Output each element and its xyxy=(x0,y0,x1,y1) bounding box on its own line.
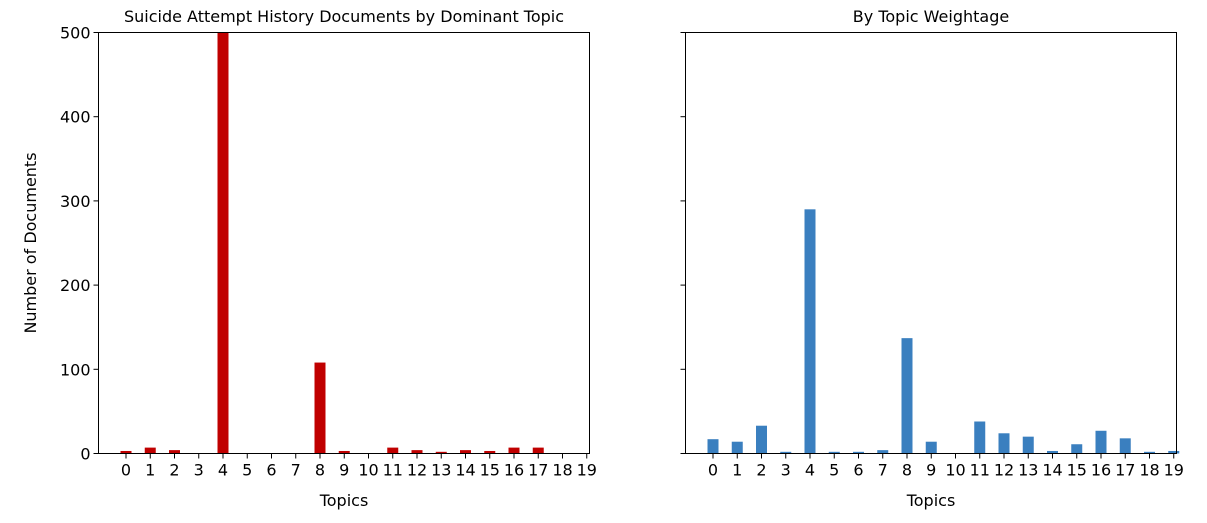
bar-topic-1 xyxy=(144,447,156,454)
x-tick-label: 11 xyxy=(970,461,990,480)
y-axis-label: Number of Documents xyxy=(21,152,40,333)
x-tick-label: 5 xyxy=(829,461,839,480)
y-tick-label: 200 xyxy=(60,276,91,295)
x-tick-label: 15 xyxy=(1067,461,1087,480)
bar-topic-15 xyxy=(1071,444,1083,454)
x-tick-label: 0 xyxy=(708,461,718,480)
chart-panel-topic-weightage: By Topic Weightage Topics 0 1 2 3 4 5 6 7 8 9 10 11… xyxy=(680,7,1184,510)
bar-topic-12 xyxy=(998,433,1010,454)
bar-topic-3 xyxy=(780,451,792,454)
x-tick-label: 7 xyxy=(878,461,888,480)
x-tick-label: 11 xyxy=(383,461,403,480)
y-tick-label: 500 xyxy=(60,24,91,43)
bar-topic-1 xyxy=(731,441,743,454)
bar-topic-11 xyxy=(974,421,986,454)
chart-panel-topic-documents: Suicide Attempt History Documents by Dom… xyxy=(21,7,597,510)
x-tick-label: 10 xyxy=(358,461,378,480)
x-tick-label: 15 xyxy=(480,461,500,480)
x-tick-label: 3 xyxy=(194,461,204,480)
bar-topic-19 xyxy=(1168,450,1180,454)
plot-frame xyxy=(98,32,590,454)
x-tick-label: 3 xyxy=(781,461,791,480)
x-tick-label: 8 xyxy=(902,461,912,480)
x-tick-label: 8 xyxy=(315,461,325,480)
x-tick-label: 7 xyxy=(291,461,301,480)
x-tick-label: 4 xyxy=(805,461,815,480)
bar-topic-16 xyxy=(1095,430,1107,454)
x-tick-label: 9 xyxy=(926,461,936,480)
x-tick-label: 18 xyxy=(1139,461,1159,480)
x-tick-label: 0 xyxy=(121,461,131,480)
x-tick-label: 17 xyxy=(528,461,548,480)
x-tick-label: 19 xyxy=(1164,461,1184,480)
bar-topic-6 xyxy=(853,451,864,454)
bar-topic-16 xyxy=(508,447,520,454)
x-tick-label: 16 xyxy=(504,461,524,480)
bar-topic-12 xyxy=(411,450,423,454)
y-tick-label: 400 xyxy=(60,108,91,127)
bar-topic-9 xyxy=(925,441,937,454)
bar-topic-15 xyxy=(484,450,496,454)
plot-frame xyxy=(685,32,1177,454)
x-tick-label: 2 xyxy=(169,461,179,480)
x-tick-label: 1 xyxy=(145,461,155,480)
x-tick-label: 13 xyxy=(1018,461,1038,480)
bar-topic-11 xyxy=(387,447,399,454)
x-tick-label: 19 xyxy=(577,461,597,480)
bar-topic-13 xyxy=(435,451,447,454)
x-axis-label: Topics xyxy=(906,491,956,510)
x-tick-label: 16 xyxy=(1091,461,1111,480)
bar-topic-7 xyxy=(877,450,889,454)
x-tick-label: 2 xyxy=(756,461,766,480)
x-tick-label: 6 xyxy=(266,461,276,480)
bar-topic-5 xyxy=(828,451,840,454)
bar-group xyxy=(707,209,1180,454)
tick-group: 0 1 2 3 4 5 6 7 8 9 10 11 12 13 14 15 16 17 18 190100200300… xyxy=(60,24,597,480)
tick-group: 0 1 2 3 4 5 6 7 8 9 10 11 12 13 14 15 16 17 18 19 xyxy=(680,32,1184,480)
bar-topic-17 xyxy=(532,447,544,454)
x-tick-label: 17 xyxy=(1115,461,1135,480)
bar-topic-14 xyxy=(460,450,471,454)
x-tick-label: 12 xyxy=(407,461,427,480)
x-tick-label: 12 xyxy=(994,461,1014,480)
x-tick-label: 10 xyxy=(945,461,965,480)
bar-topic-14 xyxy=(1047,450,1058,454)
bar-topic-2 xyxy=(169,450,180,454)
bar-topic-4 xyxy=(804,209,816,454)
x-tick-label: 4 xyxy=(218,461,228,480)
bar-topic-9 xyxy=(338,450,350,454)
x-tick-label: 14 xyxy=(1042,461,1062,480)
bar-topic-2 xyxy=(756,425,767,454)
x-tick-label: 18 xyxy=(552,461,572,480)
bar-topic-8 xyxy=(314,362,326,454)
bar-topic-0 xyxy=(707,439,719,454)
x-tick-label: 6 xyxy=(853,461,863,480)
bar-topic-4 xyxy=(217,32,229,454)
y-tick-label: 0 xyxy=(80,445,90,464)
x-tick-label: 14 xyxy=(455,461,475,480)
x-tick-label: 5 xyxy=(242,461,252,480)
x-tick-label: 9 xyxy=(339,461,349,480)
bar-group xyxy=(120,32,544,454)
bar-topic-17 xyxy=(1119,438,1131,454)
y-tick-label: 300 xyxy=(60,192,91,211)
y-tick-label: 100 xyxy=(60,360,91,379)
bar-topic-18 xyxy=(1144,451,1155,454)
chart-title: By Topic Weightage xyxy=(853,7,1009,26)
x-tick-label: 1 xyxy=(732,461,742,480)
x-axis-label: Topics xyxy=(319,491,369,510)
bar-topic-0 xyxy=(120,450,132,454)
x-tick-label: 13 xyxy=(431,461,451,480)
bar-topic-8 xyxy=(901,338,913,454)
chart-title: Suicide Attempt History Documents by Dom… xyxy=(124,7,564,26)
bar-topic-13 xyxy=(1022,436,1034,454)
